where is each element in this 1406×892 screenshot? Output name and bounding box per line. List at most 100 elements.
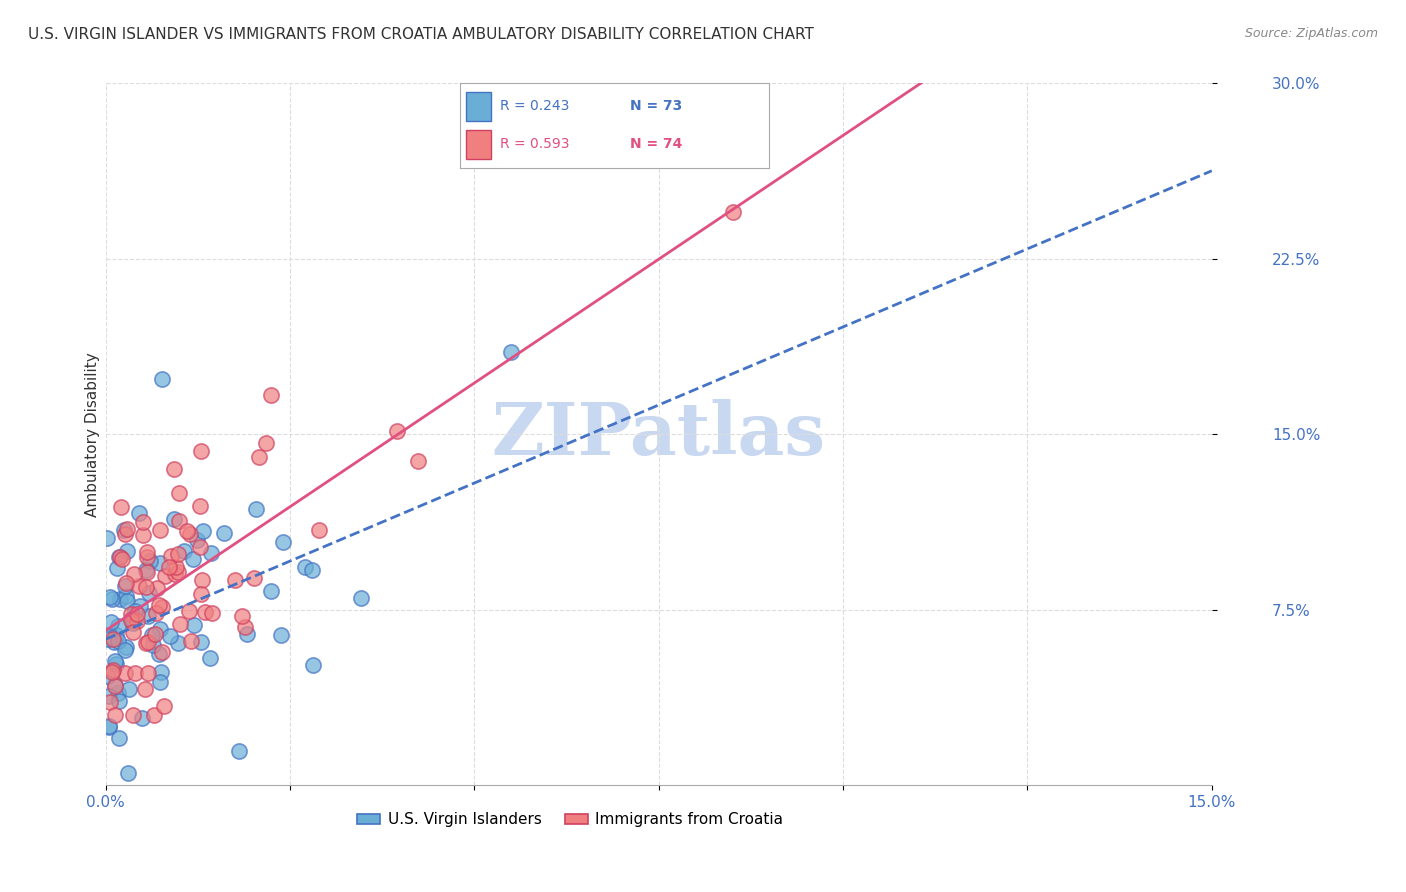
Point	[214, 525, 236, 540]
Point	[186, 533, 208, 547]
Point	[128, 506, 150, 520]
Point	[107, 633, 129, 648]
Point	[191, 574, 214, 588]
Point	[96, 532, 118, 546]
Point	[105, 561, 128, 575]
Point	[167, 486, 190, 500]
Point	[96, 669, 118, 683]
Point	[260, 583, 283, 598]
Point	[124, 665, 146, 680]
Point	[117, 594, 139, 608]
Point	[301, 563, 323, 577]
Point	[198, 650, 221, 665]
Point	[145, 606, 167, 620]
Point	[150, 599, 173, 614]
Point	[100, 695, 122, 709]
Point	[98, 629, 121, 643]
Point	[236, 626, 259, 640]
Point	[110, 500, 132, 514]
Point	[97, 690, 120, 704]
Point	[108, 550, 131, 565]
Point	[201, 607, 224, 621]
Point	[181, 552, 204, 566]
Point	[104, 654, 127, 668]
Point	[180, 634, 202, 648]
Point	[118, 681, 141, 696]
Point	[101, 664, 124, 678]
Point	[190, 500, 212, 514]
Point	[224, 573, 246, 587]
Point	[143, 708, 166, 723]
Point	[385, 424, 408, 438]
Text: ZIPatlas: ZIPatlas	[492, 399, 825, 470]
Point	[165, 559, 187, 574]
Point	[176, 524, 198, 538]
Text: U.S. VIRGIN ISLANDER VS IMMIGRANTS FROM CROATIA AMBULATORY DISABILITY CORRELATIO: U.S. VIRGIN ISLANDER VS IMMIGRANTS FROM …	[28, 27, 814, 42]
Point	[104, 678, 127, 692]
Point	[98, 720, 121, 734]
Point	[135, 549, 157, 564]
Point	[107, 731, 129, 745]
Point	[308, 523, 330, 537]
Point	[122, 567, 145, 582]
Point	[135, 545, 157, 559]
Point	[183, 617, 205, 632]
Point	[148, 647, 170, 661]
Point	[243, 571, 266, 585]
Point	[408, 454, 430, 468]
Point	[235, 620, 257, 634]
Point	[115, 589, 138, 603]
Point	[294, 560, 316, 574]
Point	[167, 636, 190, 650]
Point	[121, 624, 143, 639]
Point	[128, 579, 150, 593]
Point	[153, 568, 176, 582]
Text: Source: ZipAtlas.com: Source: ZipAtlas.com	[1244, 27, 1378, 40]
Point	[100, 615, 122, 629]
Point	[111, 552, 134, 566]
Point	[121, 616, 143, 631]
Point	[121, 613, 143, 627]
Point	[231, 609, 253, 624]
Point	[254, 436, 277, 450]
Point	[228, 744, 250, 758]
Point	[108, 549, 131, 564]
Point	[121, 612, 143, 626]
Point	[301, 657, 323, 672]
Point	[160, 549, 183, 563]
Point	[135, 581, 157, 595]
Point	[149, 523, 172, 537]
Point	[721, 205, 744, 219]
Point	[165, 566, 187, 581]
Point	[350, 591, 373, 605]
Point	[150, 372, 173, 386]
Point	[117, 544, 139, 558]
Point	[115, 640, 138, 655]
Point	[103, 635, 125, 649]
Point	[149, 556, 172, 570]
Point	[97, 719, 120, 733]
Point	[114, 526, 136, 541]
Point	[167, 565, 190, 579]
Point	[138, 554, 160, 568]
Point	[120, 607, 142, 621]
Point	[115, 576, 138, 591]
Point	[112, 524, 135, 538]
Point	[179, 526, 201, 541]
Point	[125, 607, 148, 621]
Point	[107, 686, 129, 700]
Point	[200, 546, 222, 560]
Point	[104, 708, 127, 723]
Point	[138, 635, 160, 649]
Point	[135, 563, 157, 577]
Point	[103, 632, 125, 646]
Point	[270, 627, 292, 641]
Point	[143, 627, 166, 641]
Point	[163, 511, 186, 525]
Point	[148, 599, 170, 613]
Point	[104, 679, 127, 693]
Point	[104, 628, 127, 642]
Point	[136, 565, 159, 579]
Point	[136, 666, 159, 681]
Point	[150, 645, 173, 659]
